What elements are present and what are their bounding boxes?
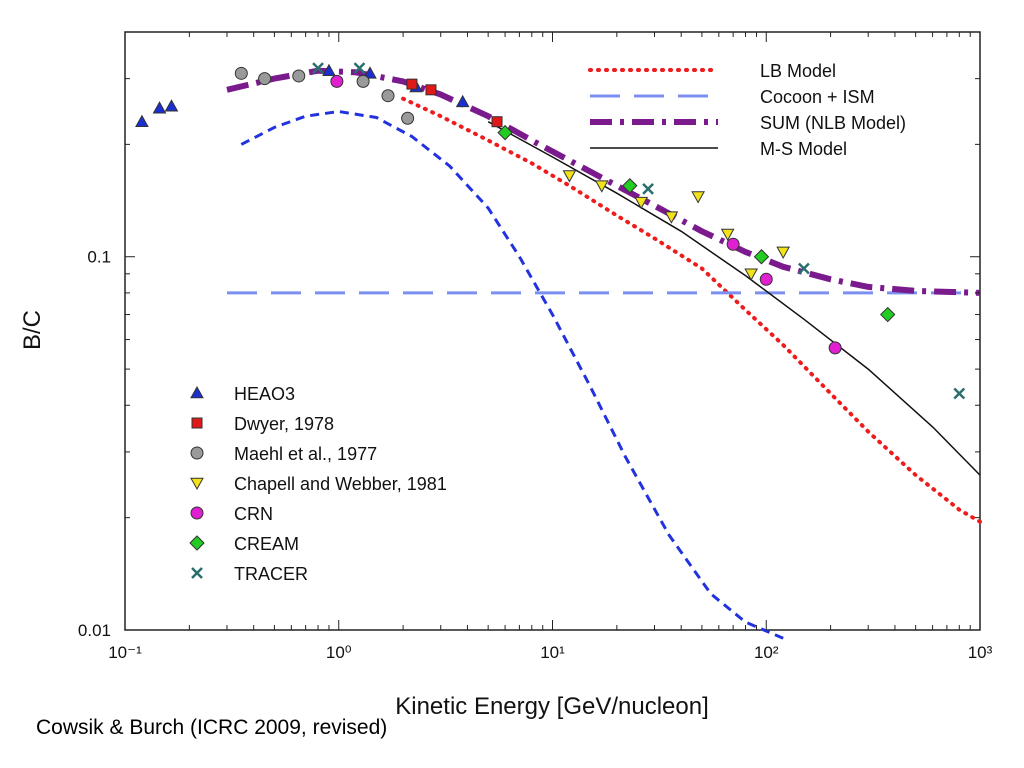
- legend-marker-dwyer-1978: [191, 417, 203, 429]
- data-point-tracer: [353, 62, 366, 75]
- model-curve-lb-model: [401, 96, 982, 524]
- data-point-cream: [753, 249, 770, 265]
- data-point-dwyer-1978: [425, 84, 437, 96]
- legend-marker-tracer: [191, 567, 203, 579]
- data-point-dwyer-1978: [406, 78, 418, 90]
- legend-marker-heao3: [190, 385, 204, 399]
- axis-ticks: 10⁻¹ 10⁰ 10¹ 10² 10³ 0.01 0.1: [78, 31, 993, 662]
- y-tick-label: 0.1: [87, 248, 111, 267]
- data-point-cream: [879, 306, 896, 323]
- legend-label-tracer: TRACER: [234, 564, 308, 584]
- legend-label-maehl-et-al-1977: Maehl et al., 1977: [234, 444, 377, 464]
- data-legend: HEAO3 Dwyer, 1978 Maehl et al., 1977 Chapel…: [189, 384, 447, 584]
- legend-marker-crn: [190, 506, 204, 520]
- legend-label-cream: CREAM: [234, 534, 299, 554]
- data-point-tracer: [798, 262, 810, 275]
- data-point-heao3: [152, 101, 167, 114]
- data-markers: [135, 62, 966, 400]
- x-tick-label: 10¹: [540, 643, 565, 662]
- legend-marker-maehl-et-al-1977: [190, 446, 204, 460]
- data-point-chapell-and-webber-1981: [776, 246, 791, 259]
- legend-label-sum-nlb-model: SUM (NLB Model): [760, 113, 906, 133]
- y-tick-label: 0.01: [78, 621, 111, 640]
- data-point-maehl-et-al-1977: [381, 89, 395, 103]
- data-point-heao3: [363, 66, 377, 79]
- data-point-tracer: [642, 182, 654, 195]
- data-point-chapell-and-webber-1981: [594, 180, 609, 193]
- legend-label-lb-model: LB Model: [760, 61, 836, 81]
- x-tick-label: 10²: [754, 643, 779, 662]
- data-point-crn: [726, 237, 740, 251]
- data-point-chapell-and-webber-1981: [691, 191, 705, 204]
- data-point-heao3: [135, 114, 149, 128]
- data-point-maehl-et-al-1977: [258, 72, 272, 86]
- model-curves: [226, 67, 982, 640]
- x-tick-label: 10⁻¹: [108, 643, 142, 662]
- data-point-tracer: [953, 387, 966, 400]
- legend-label-chapell-and-webber-1981: Chapell and Webber, 1981: [234, 474, 447, 494]
- figure-caption: Cowsik & Burch (ICRC 2009, revised): [36, 716, 388, 739]
- data-point-tracer: [312, 62, 324, 75]
- data-point-maehl-et-al-1977: [401, 111, 415, 125]
- legend-label-dwyer-1978: Dwyer, 1978: [234, 414, 334, 434]
- data-point-heao3: [322, 63, 336, 77]
- data-point-chapell-and-webber-1981: [664, 211, 679, 224]
- data-point-chapell-and-webber-1981: [744, 268, 759, 281]
- model-curve-m-s-model: [487, 121, 981, 476]
- data-point-maehl-et-al-1977: [292, 69, 306, 83]
- model-curve-unlabeled-4: [240, 110, 784, 640]
- data-point-heao3: [164, 99, 179, 112]
- x-tick-label: 10³: [968, 643, 993, 662]
- data-point-crn: [828, 341, 842, 355]
- legend-marker-chapell-and-webber-1981: [190, 477, 204, 491]
- model-legend: LB Model Cocoon + ISM SUM (NLB Model) M-S M…: [588, 61, 906, 159]
- data-point-chapell-and-webber-1981: [720, 228, 735, 242]
- x-tick-label: 10⁰: [326, 643, 352, 662]
- legend-marker-cream: [189, 535, 205, 551]
- data-point-chapell-and-webber-1981: [562, 170, 577, 183]
- legend-label-heao3: HEAO3: [234, 384, 295, 404]
- data-point-heao3: [455, 94, 470, 108]
- data-point-crn: [759, 272, 773, 286]
- data-point-chapell-and-webber-1981: [634, 196, 649, 210]
- data-point-cream: [497, 124, 513, 141]
- data-point-maehl-et-al-1977: [234, 66, 248, 80]
- data-point-maehl-et-al-1977: [356, 74, 370, 88]
- data-point-cream: [622, 177, 638, 194]
- data-point-crn: [330, 74, 344, 88]
- legend-label-crn: CRN: [234, 504, 273, 524]
- data-point-dwyer-1978: [491, 116, 503, 128]
- x-axis-label: Kinetic Energy [GeV/nucleon]: [395, 693, 709, 720]
- y-axis-label: B/C: [19, 310, 46, 350]
- legend-label-m-s-model: M-S Model: [760, 139, 847, 159]
- model-curve-sum-nlb-model: [226, 67, 981, 296]
- legend-label-cocoon-ism: Cocoon + ISM: [760, 87, 875, 107]
